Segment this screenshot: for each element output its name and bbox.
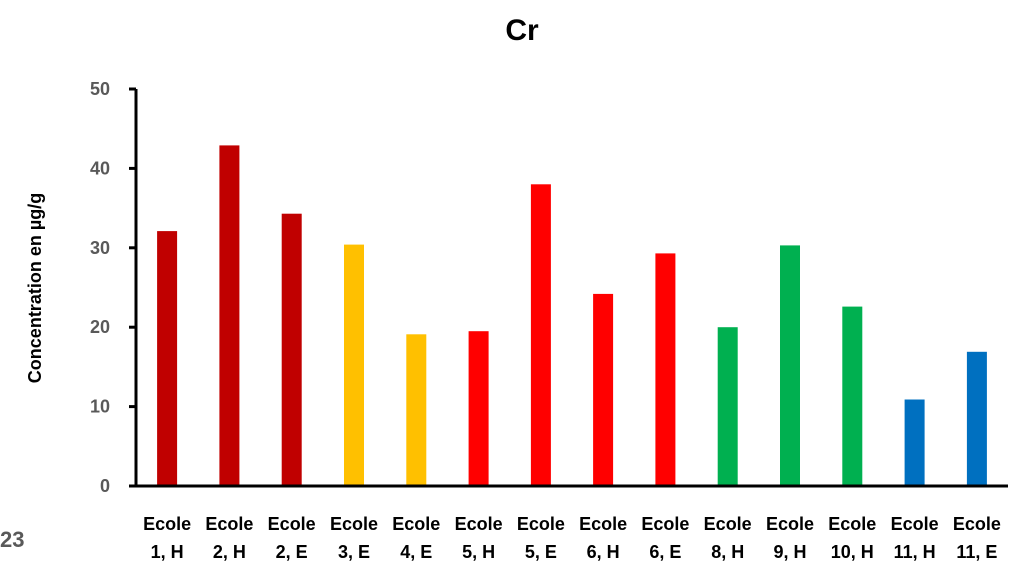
- x-tick-label: Ecole 3, E: [330, 514, 378, 562]
- x-tick-label: Ecole 2, H: [205, 514, 253, 562]
- y-tick-label: 40: [90, 158, 110, 178]
- x-axis: Ecole 1, H Ecole 2, H Ecole 2, E Ecole 3, E Ecol…: [129, 484, 1008, 562]
- y-tick-label: 50: [90, 79, 110, 99]
- y-axis: 0 10 20 30 40 50: [90, 79, 138, 496]
- edge-fragment-text: 23: [0, 527, 24, 552]
- bar-9: [655, 253, 676, 486]
- y-tick-label: 0: [100, 476, 110, 496]
- x-tick-label: Ecole 1, H: [143, 514, 191, 562]
- x-tick-label: Ecole 6, H: [579, 514, 627, 562]
- bar-1: [157, 231, 178, 486]
- x-tick-label: Ecole 8, H: [704, 514, 752, 562]
- bar-5: [406, 334, 427, 486]
- x-tick-label: Ecole 9, H: [766, 514, 814, 562]
- bar-8: [593, 293, 614, 486]
- chart-title: Cr: [505, 14, 539, 47]
- bar-7: [530, 184, 551, 487]
- bar-10: [717, 327, 738, 486]
- bar-6: [468, 331, 489, 486]
- bar-4: [344, 244, 364, 486]
- x-tick-label: Ecole 10, H: [828, 514, 876, 562]
- bar-11: [780, 245, 800, 486]
- x-tick-label: Ecole 5, E: [517, 514, 565, 562]
- bars-group: [157, 145, 987, 487]
- y-tick-label: 10: [90, 397, 110, 417]
- bar-13: [904, 399, 925, 486]
- y-tick-label: 30: [90, 238, 110, 258]
- y-axis-label: Concentration en µg/g: [25, 193, 45, 383]
- bar-2: [219, 145, 240, 486]
- bar-3: [281, 213, 302, 486]
- bar-12: [842, 306, 863, 486]
- x-tick-label: Ecole 11, H: [891, 514, 939, 562]
- y-tick-label: 20: [90, 317, 110, 337]
- x-tick-label: Ecole 11, E: [953, 514, 1001, 562]
- x-tick-label: Ecole 5, H: [455, 514, 503, 562]
- x-tick-label: Ecole 6, E: [641, 514, 689, 562]
- bar-14: [966, 351, 987, 486]
- x-tick-label: Ecole 2, E: [268, 514, 316, 562]
- x-tick-label: Ecole 4, E: [392, 514, 440, 562]
